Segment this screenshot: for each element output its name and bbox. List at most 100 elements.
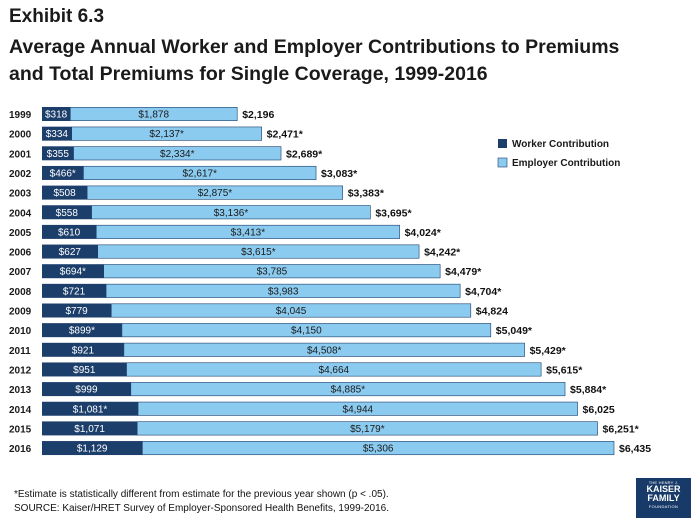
year-label: 2003 [9,189,32,200]
worker-contribution-bar [42,303,112,318]
employer-value-label: $4,150 [291,326,322,337]
year-label: 2011 [9,346,31,357]
employer-value-label: $5,306 [363,444,394,455]
year-label: 1999 [9,110,32,121]
worker-contribution-bar [42,126,72,141]
year-label: 2016 [9,444,32,455]
total-premium-label: $5,429* [530,345,567,357]
legend-employer-label: Employer Contribution [512,158,620,169]
worker-contribution-bar [42,224,97,239]
employer-contribution-bar [73,146,282,161]
year-label: 2008 [9,287,32,298]
worker-value-label: $899* [69,326,95,337]
year-label: 2004 [9,208,32,219]
logo-line-3: FOUNDATION [648,504,679,509]
total-premium-label: $5,615* [546,364,583,376]
total-premium-label: $2,471* [267,129,304,141]
total-premium-label: $5,049* [496,325,533,337]
total-premium-label: $4,704* [465,286,502,298]
footnote-significance: *Estimate is statistically different fro… [14,489,389,500]
worker-value-label: $355 [47,149,70,160]
worker-value-label: $999 [75,385,98,396]
worker-value-label: $558 [56,208,79,219]
exhibit-label: Exhibit 6.3 [9,6,105,27]
total-premium-label: $2,689* [286,148,323,160]
employer-contribution-bar [91,205,371,220]
year-label: 2007 [9,267,32,278]
year-label: 2012 [9,365,32,376]
worker-contribution-bar [42,421,138,436]
employer-value-label: $3,785 [257,267,288,278]
kaiser-family-foundation-logo: THE HENRY J. KAISER FAMILY FOUNDATION [636,478,691,518]
employer-value-label: $2,875* [198,188,233,199]
worker-value-label: $334 [46,129,69,140]
employer-value-label: $3,413* [231,227,266,238]
year-label: 2014 [9,405,32,416]
total-premium-label: $6,251* [603,423,640,435]
employer-contribution-bar [121,323,492,338]
legend-worker-swatch [498,139,507,148]
employer-contribution-bar [95,224,400,239]
worker-contribution-bar [42,382,131,397]
year-label: 2015 [9,424,32,435]
worker-contribution-bar [42,165,84,180]
employer-contribution-bar [83,165,317,180]
total-premium-label: $3,083* [321,168,358,180]
worker-value-label: $951 [73,365,96,376]
chart-title-line-1: Average Annual Worker and Employer Contr… [9,36,620,58]
worker-contribution-bar [42,146,74,161]
logo-line-0: THE HENRY J. [648,480,679,485]
year-label: 2001 [9,149,32,160]
total-premium-label: $4,479* [445,266,482,278]
employer-value-label: $1,878 [138,110,169,121]
worker-contribution-bar [42,205,92,220]
employer-contribution-bar [97,244,420,259]
worker-contribution-bar [42,185,88,200]
worker-contribution-bar [42,107,71,121]
logo-line-2: FAMILY [647,493,680,503]
worker-value-label: $508 [53,188,76,199]
employer-contribution-bar [86,185,344,200]
employer-contribution-bar [130,382,566,397]
employer-contribution-bar [105,283,461,298]
worker-value-label: $921 [72,345,95,356]
year-label: 2005 [9,228,32,239]
total-premium-label: $4,824 [476,306,508,318]
total-premium-label: $3,695* [375,207,412,219]
employer-contribution-bar [110,303,472,318]
worker-value-label: $694* [60,267,86,278]
employer-value-label: $2,137* [149,129,184,140]
total-premium-label: $6,435 [619,443,651,455]
total-premium-label: $3,383* [348,188,385,200]
employer-value-label: $4,944 [343,404,374,415]
employer-value-label: $4,664 [319,365,350,376]
worker-value-label: $1,081* [73,404,108,415]
legend: Worker Contribution Employer Contributio… [497,139,620,169]
worker-value-label: $1,129 [77,444,108,455]
year-label: 2000 [9,130,32,141]
employer-contribution-bar [136,421,598,436]
worker-value-label: $318 [45,110,68,121]
total-premium-label: $2,196 [242,109,274,121]
employer-contribution-bar [123,342,525,357]
employer-value-label: $2,334* [160,149,195,160]
worker-value-label: $627 [59,247,82,258]
worker-contribution-bar [42,401,139,416]
worker-value-label: $466* [50,168,76,179]
worker-value-label: $1,071 [74,424,105,435]
worker-value-label: $779 [65,306,88,317]
employer-value-label: $4,885* [331,385,366,396]
employer-contribution-bar [103,264,441,279]
employer-value-label: $4,508* [307,345,342,356]
worker-value-label: $610 [58,227,81,238]
total-premium-label: $5,884* [570,384,607,396]
employer-value-label: $3,983 [268,286,299,297]
employer-value-label: $3,615* [241,247,276,258]
employer-value-label: $5,179* [350,424,385,435]
worker-contribution-bar [42,362,127,377]
employer-contribution-bar [142,441,615,456]
employer-contribution-bar [71,126,262,141]
employer-contribution-bar [69,107,238,122]
employer-contribution-bar [137,401,578,416]
